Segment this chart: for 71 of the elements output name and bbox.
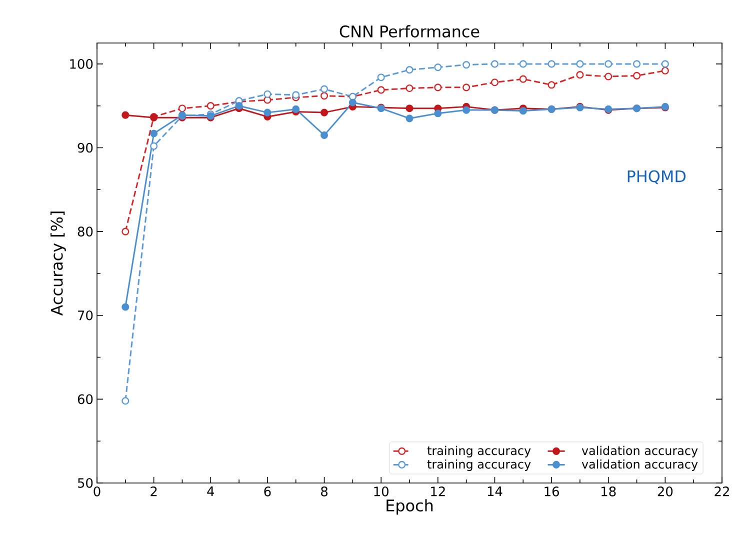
point bbox=[292, 91, 300, 99]
point bbox=[632, 72, 641, 80]
point bbox=[462, 60, 470, 69]
point bbox=[604, 60, 612, 68]
annotation: PHQMD bbox=[628, 170, 686, 184]
legend-label: training accuracy bbox=[427, 459, 531, 472]
point bbox=[348, 98, 356, 106]
point bbox=[320, 131, 328, 139]
point bbox=[604, 72, 612, 80]
x-tick-label: 18 bbox=[602, 486, 616, 496]
x-axis-title: Epoch bbox=[386, 499, 433, 515]
legend-label: validation accuracy bbox=[582, 446, 698, 458]
x-tick-label: 2 bbox=[150, 486, 157, 496]
point bbox=[406, 104, 414, 112]
point bbox=[320, 108, 328, 116]
point bbox=[406, 114, 414, 122]
point bbox=[377, 86, 385, 94]
y-tick-label: 80 bbox=[78, 226, 93, 236]
point bbox=[661, 60, 669, 68]
x-tick-label: 12 bbox=[431, 486, 445, 496]
point bbox=[462, 84, 470, 92]
point bbox=[150, 130, 158, 138]
y-tick-label: 70 bbox=[78, 310, 93, 320]
point bbox=[264, 90, 272, 98]
point bbox=[661, 66, 669, 74]
point bbox=[519, 75, 527, 83]
point bbox=[519, 107, 527, 115]
point bbox=[122, 303, 130, 311]
x-tick-label: 22 bbox=[714, 486, 729, 496]
point bbox=[462, 106, 470, 114]
point bbox=[490, 60, 499, 68]
point bbox=[178, 104, 186, 112]
point bbox=[548, 60, 556, 68]
point bbox=[122, 228, 130, 236]
x-tick-label: 20 bbox=[658, 486, 673, 496]
chart-title: CNN Performance bbox=[340, 25, 480, 38]
point bbox=[320, 85, 328, 93]
y-axis-title: Accuracy [%] bbox=[50, 212, 66, 316]
point bbox=[122, 111, 130, 119]
point bbox=[490, 78, 499, 86]
point bbox=[632, 60, 641, 68]
legend-label: training accuracy bbox=[427, 446, 531, 458]
point bbox=[434, 64, 442, 72]
point bbox=[434, 84, 442, 92]
point bbox=[406, 84, 414, 92]
y-tick-label: 90 bbox=[78, 142, 93, 153]
point bbox=[406, 66, 414, 74]
y-tick-label: 60 bbox=[78, 394, 93, 404]
x-tick-label: 16 bbox=[544, 486, 559, 496]
x-tick-label: 10 bbox=[374, 486, 388, 496]
point bbox=[150, 142, 158, 150]
point bbox=[576, 60, 584, 68]
x-tick-label: 0 bbox=[94, 486, 100, 496]
y-tick-label: 50 bbox=[78, 478, 93, 488]
point bbox=[292, 105, 300, 113]
point bbox=[576, 71, 584, 79]
legend-label: validation accuracy bbox=[582, 459, 698, 472]
point bbox=[206, 102, 214, 110]
point bbox=[235, 102, 243, 110]
point bbox=[122, 397, 130, 405]
point bbox=[320, 92, 328, 100]
point bbox=[548, 81, 556, 89]
x-tick-label: 4 bbox=[207, 486, 214, 496]
x-tick-label: 8 bbox=[321, 486, 328, 496]
point bbox=[519, 60, 527, 68]
point bbox=[377, 74, 385, 82]
y-tick-label: 100 bbox=[70, 59, 93, 69]
point bbox=[434, 110, 442, 118]
x-tick-label: 6 bbox=[264, 486, 271, 496]
point bbox=[264, 108, 272, 116]
x-tick-label: 14 bbox=[488, 486, 502, 496]
